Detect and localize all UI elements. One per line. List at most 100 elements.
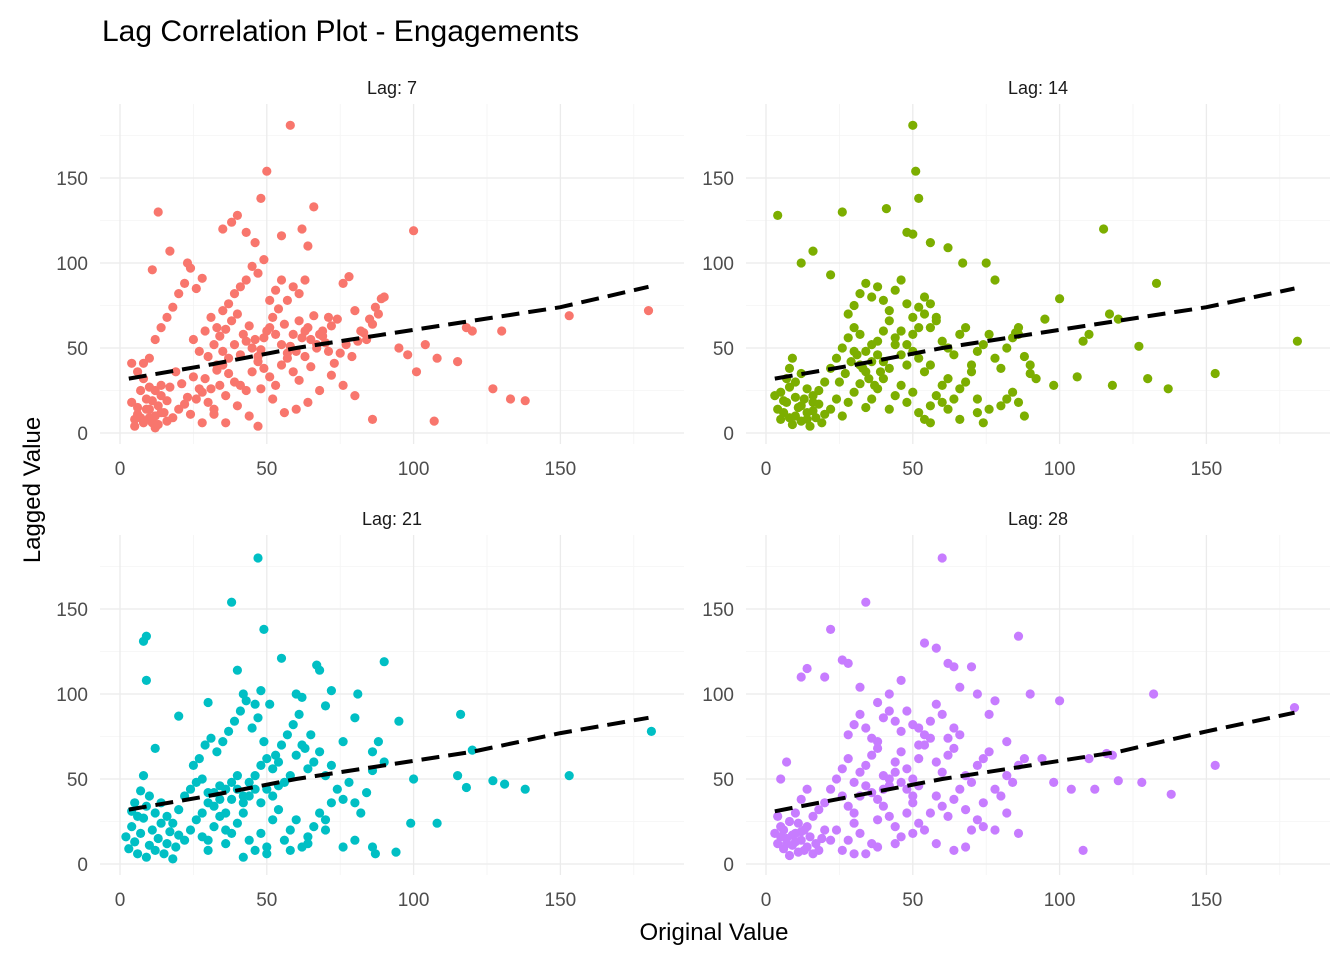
data-point: [849, 777, 859, 788]
data-point: [820, 377, 830, 387]
data-point: [931, 643, 941, 653]
data-point: [972, 408, 983, 418]
data-point: [323, 346, 334, 356]
data-point: [165, 382, 175, 392]
data-point: [203, 397, 213, 407]
data-point: [796, 672, 806, 682]
data-point: [520, 396, 530, 406]
data-point: [256, 686, 266, 696]
data-point: [191, 815, 201, 825]
data-point: [141, 675, 151, 686]
data-point: [919, 825, 930, 835]
data-point: [309, 202, 319, 212]
data-point: [194, 346, 204, 356]
data-point: [150, 385, 160, 396]
data-point: [488, 776, 498, 786]
data-point: [244, 835, 254, 845]
data-point: [931, 839, 941, 849]
data-point: [309, 311, 319, 321]
data-point: [241, 385, 251, 396]
scatter-points: [127, 120, 654, 433]
data-point: [805, 832, 815, 842]
data-point: [943, 733, 953, 743]
data-point: [867, 394, 877, 404]
data-point: [925, 716, 936, 726]
data-point: [188, 334, 198, 345]
data-point: [1066, 784, 1076, 794]
data-point: [306, 362, 316, 372]
data-point: [338, 842, 348, 852]
data-point: [124, 844, 134, 854]
data-point: [162, 396, 172, 406]
facet-panels: Lag: 7 0 50 100 150 0 50 100 150 Lag: 14 0 50 100 150…: [56, 78, 1330, 911]
data-point: [197, 774, 207, 784]
data-point: [796, 401, 806, 411]
data-point: [229, 340, 240, 350]
data-point: [870, 380, 880, 390]
data-point: [955, 784, 965, 794]
data-point: [429, 416, 439, 426]
data-point: [262, 842, 272, 852]
data-point: [846, 357, 856, 367]
data-point: [896, 275, 906, 285]
data-point: [259, 255, 269, 265]
data-point: [432, 818, 442, 828]
data-point: [256, 798, 266, 808]
data-point: [908, 828, 918, 839]
data-point: [843, 835, 853, 845]
data-point: [949, 794, 959, 805]
data-point: [843, 309, 853, 319]
data-point: [966, 367, 977, 377]
data-point: [130, 421, 140, 431]
data-point: [520, 784, 530, 794]
data-point: [218, 224, 228, 234]
data-point: [914, 818, 924, 828]
data-point: [802, 408, 812, 418]
data-point: [174, 711, 184, 721]
data-point: [1013, 397, 1024, 407]
data-point: [332, 314, 342, 324]
data-point: [814, 845, 824, 856]
data-point: [914, 723, 924, 733]
data-point: [221, 825, 231, 835]
data-point: [914, 302, 924, 312]
data-point: [291, 815, 301, 825]
data-point: [858, 363, 868, 373]
data-point: [467, 745, 477, 755]
data-point: [890, 340, 900, 350]
data-point: [250, 334, 260, 345]
data-point: [908, 312, 918, 322]
data-point: [914, 740, 924, 750]
data-point: [925, 238, 936, 248]
data-point: [911, 166, 921, 176]
data-point: [896, 326, 906, 336]
data-point: [972, 689, 983, 699]
data-point: [784, 850, 795, 861]
y-tick-label: 100: [56, 254, 88, 275]
data-point: [303, 839, 313, 849]
data-point: [896, 726, 906, 737]
data-point: [350, 798, 360, 808]
data-point: [326, 760, 336, 771]
data-point: [787, 353, 798, 363]
data-point: [241, 275, 251, 285]
data-point: [212, 747, 222, 757]
data-point: [238, 689, 248, 699]
data-point: [790, 808, 801, 818]
data-point: [256, 760, 266, 771]
data-point: [884, 706, 894, 716]
data-point: [914, 323, 924, 333]
x-tick-label: 100: [1044, 459, 1076, 480]
data-point: [834, 377, 845, 387]
data-point: [253, 268, 263, 278]
y-tick-label: 150: [702, 600, 734, 621]
data-point: [919, 367, 930, 377]
data-point: [271, 285, 281, 295]
data-point: [265, 699, 275, 709]
data-point: [958, 258, 968, 268]
data-point: [931, 757, 941, 767]
data-point: [188, 760, 198, 771]
data-point: [203, 351, 213, 362]
x-tick-label: 0: [761, 459, 772, 480]
data-point: [966, 662, 977, 672]
